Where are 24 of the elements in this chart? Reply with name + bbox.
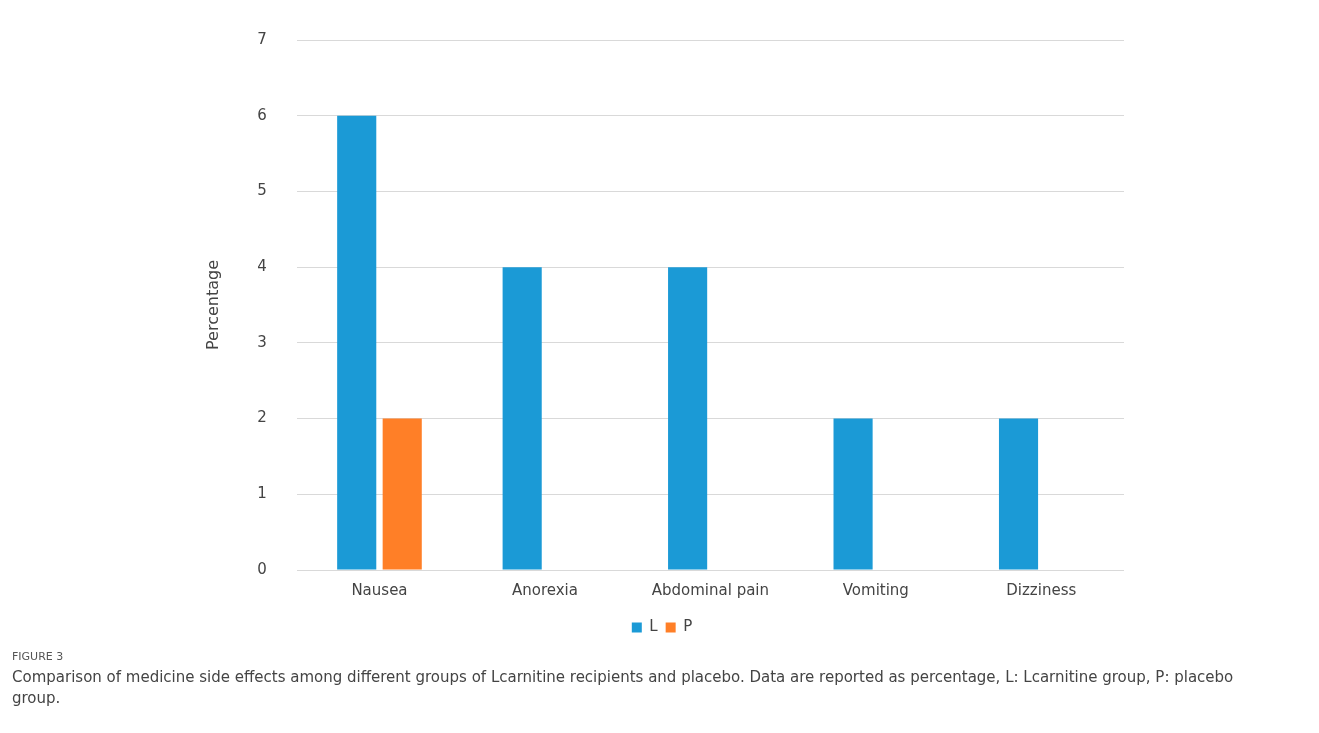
text: Comparison of medicine side effects among different groups of Lcarnitine recipients and placebo. Data are reported as percentage, L: Lcarnitine group, P: placebo group. [12,667,1235,709]
bar [337,115,377,570]
y-tick-label: 3 [257,332,267,351]
y-tick-label: 4 [257,257,267,276]
y-tick-label: 7 [257,29,267,48]
y-tick-label: 2 [257,408,267,427]
bar [833,418,873,570]
caption: FIGURE 3 [12,650,65,663]
x-tick-label: Vomiting [842,580,909,599]
y-tick-label: 0 [257,559,267,578]
bar [668,267,708,570]
legend-label: P [683,617,693,636]
bar [502,267,542,570]
x-tick-label: Dizziness [1006,580,1077,599]
y-tick-label: 1 [257,484,267,503]
legend-label: L [649,617,659,636]
bar [998,418,1039,570]
x-tick-label: Anorexia [511,580,578,599]
bar [382,418,422,570]
y-tick-label: 5 [257,181,267,200]
x-tick-label: Nausea [351,580,408,599]
y-axis-title: Percentage [202,259,222,351]
x-tick-label: Abdominal pain [651,580,770,599]
y-tick-label: 6 [257,105,267,124]
